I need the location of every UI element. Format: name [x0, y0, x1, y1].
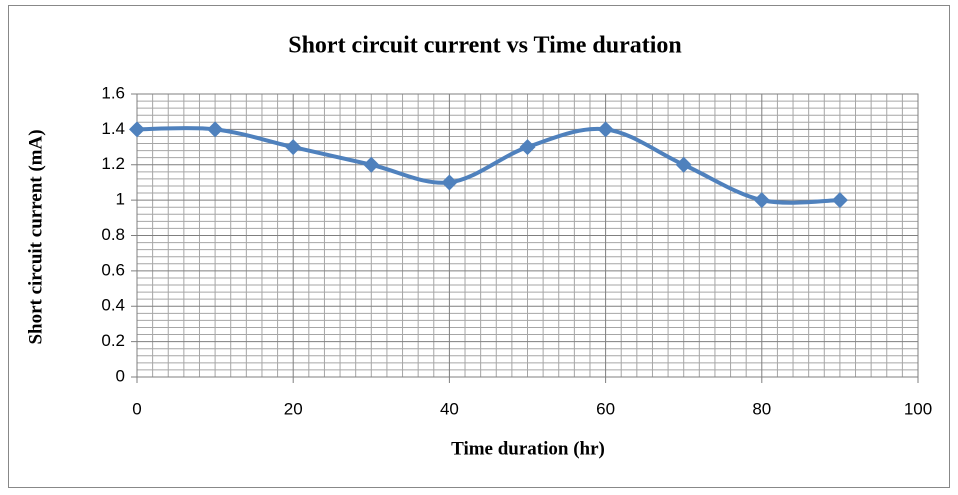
x-tick-label: 100: [904, 399, 932, 418]
y-tick-label: 0.2: [101, 331, 125, 350]
data-point: [831, 192, 848, 209]
data-point: [285, 139, 302, 156]
data-point: [753, 192, 770, 209]
x-tick-label: 0: [132, 399, 141, 418]
data-point: [441, 174, 458, 191]
y-tick-label: 1.6: [101, 83, 125, 102]
y-tick-label: 0.6: [101, 260, 125, 279]
data-line: [136, 126, 840, 205]
data-point: [207, 121, 224, 138]
y-tick-label: 0.8: [101, 225, 125, 244]
data-point: [129, 121, 145, 138]
y-tick-label: 1.2: [101, 154, 125, 173]
y-tick-label: 0.4: [101, 296, 125, 315]
x-axis-label: Time duration (hr): [451, 438, 605, 459]
y-tick-label: 0: [116, 366, 125, 385]
data-point: [363, 156, 380, 173]
y-tick-label: 1.4: [101, 119, 125, 138]
data-point: [519, 139, 536, 156]
x-tick-label: 80: [752, 399, 771, 418]
data-point: [597, 121, 614, 138]
x-tick-label: 20: [284, 399, 303, 418]
x-tick-label: 60: [596, 399, 615, 418]
data-point: [675, 156, 692, 173]
y-tick-label: 1: [116, 190, 125, 209]
y-axis-label: Short circuit current (mA): [25, 129, 46, 344]
chart-title: Short circuit current vs Time duration: [288, 33, 682, 59]
x-tick-label: 40: [440, 399, 459, 418]
plot-border: [136, 93, 919, 378]
